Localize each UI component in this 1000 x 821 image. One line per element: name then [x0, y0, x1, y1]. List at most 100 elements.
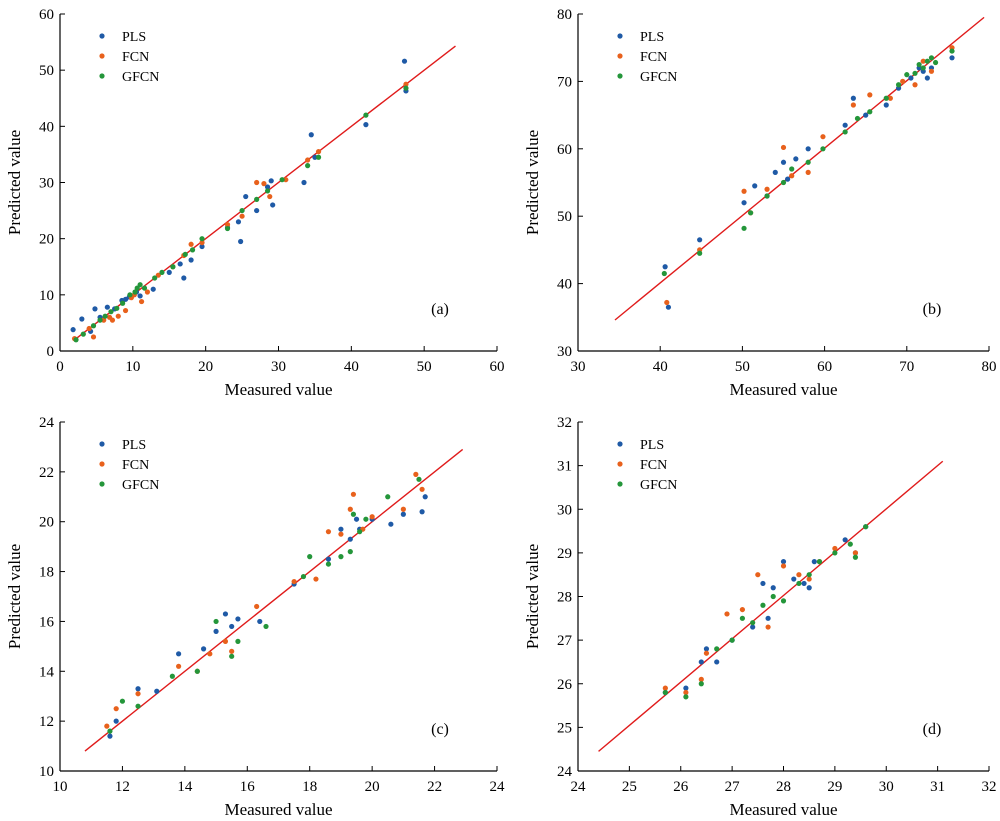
point-gfcn — [229, 653, 235, 659]
point-pls — [235, 219, 242, 225]
point-gfcn — [698, 681, 704, 687]
point-pls — [863, 112, 869, 118]
point-pls — [683, 685, 689, 691]
point-gfcn — [770, 593, 776, 600]
point-gfcn — [363, 516, 369, 522]
x-tick-label: 0 — [56, 359, 64, 375]
point-fcn — [155, 272, 161, 278]
point-fcn — [144, 289, 150, 295]
legend-label-fcn: FCN — [640, 458, 667, 473]
point-fcn — [928, 68, 935, 74]
point-pls — [801, 580, 807, 587]
point-pls — [338, 526, 344, 532]
legend-marker-fcn — [617, 461, 623, 467]
y-tick-label: 40 — [557, 277, 572, 293]
legend-marker-pls — [99, 33, 105, 39]
x-tick-label: 27 — [725, 779, 741, 795]
point-gfcn — [152, 275, 158, 281]
point-pls — [200, 646, 207, 652]
point-gfcn — [182, 251, 188, 257]
x-tick-label: 31 — [930, 779, 945, 795]
point-gfcn — [108, 309, 114, 315]
point-fcn — [229, 648, 235, 654]
x-tick-label: 70 — [899, 359, 914, 375]
x-tick-label: 12 — [115, 779, 130, 795]
point-pls — [785, 176, 791, 182]
legend-marker-gfcn — [617, 73, 623, 79]
point-gfcn — [350, 511, 357, 517]
point-gfcn — [805, 159, 811, 165]
legend-label-gfcn: GFCN — [122, 478, 159, 493]
point-fcn — [724, 611, 730, 617]
y-tick-label: 60 — [557, 142, 572, 158]
point-gfcn — [683, 694, 689, 700]
x-axis-title: Measured value — [224, 800, 332, 819]
y-tick-label: 24 — [39, 415, 55, 431]
point-fcn — [115, 313, 121, 319]
point-gfcn — [764, 193, 770, 199]
legend-label-fcn: FCN — [122, 458, 149, 473]
point-pls — [154, 688, 160, 694]
point-pls — [104, 304, 110, 310]
point-gfcn — [119, 698, 126, 704]
point-pls — [181, 275, 187, 281]
y-tick-label: 50 — [557, 209, 572, 225]
point-pls — [793, 156, 799, 162]
legend-marker-fcn — [617, 53, 623, 59]
legend-label-gfcn: GFCN — [640, 478, 677, 493]
point-gfcn — [852, 554, 859, 560]
y-tick-label: 27 — [557, 633, 573, 649]
point-pls — [883, 102, 889, 108]
point-gfcn — [697, 250, 703, 256]
point-gfcn — [347, 549, 353, 555]
y-axis-title: Predicted value — [523, 130, 542, 235]
point-fcn — [789, 173, 795, 179]
y-tick-label: 20 — [39, 232, 54, 248]
point-fcn — [912, 82, 918, 88]
point-fcn — [683, 689, 689, 696]
point-gfcn — [750, 620, 756, 626]
point-pls — [177, 261, 183, 267]
y-tick-label: 18 — [39, 565, 54, 581]
point-pls — [780, 159, 787, 165]
point-gfcn — [904, 72, 910, 78]
panel-label: (d) — [923, 721, 942, 738]
x-tick-label: 16 — [240, 779, 256, 795]
point-pls — [312, 154, 318, 160]
legend-label-fcn: FCN — [122, 50, 149, 65]
y-tick-label: 26 — [557, 677, 573, 693]
point-gfcn — [416, 476, 422, 482]
point-gfcn — [199, 236, 205, 242]
point-fcn — [239, 213, 245, 219]
x-tick-label: 28 — [776, 779, 791, 795]
x-tick-label: 60 — [817, 359, 832, 375]
x-tick-label: 24 — [490, 779, 506, 795]
point-fcn — [347, 506, 353, 512]
point-pls — [254, 207, 260, 214]
x-tick-label: 30 — [271, 359, 286, 375]
legend-label-pls: PLS — [640, 30, 664, 45]
point-gfcn — [357, 529, 363, 535]
point-gfcn — [102, 313, 108, 319]
point-gfcn — [132, 289, 138, 295]
point-pls — [235, 616, 241, 622]
x-tick-label: 10 — [125, 359, 140, 375]
point-pls — [79, 316, 85, 322]
point-fcn — [764, 186, 770, 192]
point-gfcn — [949, 48, 955, 54]
point-pls — [765, 615, 771, 621]
x-tick-label: 29 — [827, 779, 842, 795]
y-axis-title: Predicted value — [5, 544, 24, 649]
point-fcn — [109, 317, 116, 323]
point-gfcn — [264, 188, 271, 194]
point-pls — [924, 75, 930, 81]
point-fcn — [780, 563, 787, 569]
point-pls — [222, 611, 229, 617]
point-pls — [268, 178, 274, 184]
point-gfcn — [263, 623, 269, 630]
point-fcn — [122, 307, 129, 314]
point-pls — [213, 628, 219, 635]
x-tick-label: 40 — [653, 359, 668, 375]
point-gfcn — [137, 282, 143, 288]
